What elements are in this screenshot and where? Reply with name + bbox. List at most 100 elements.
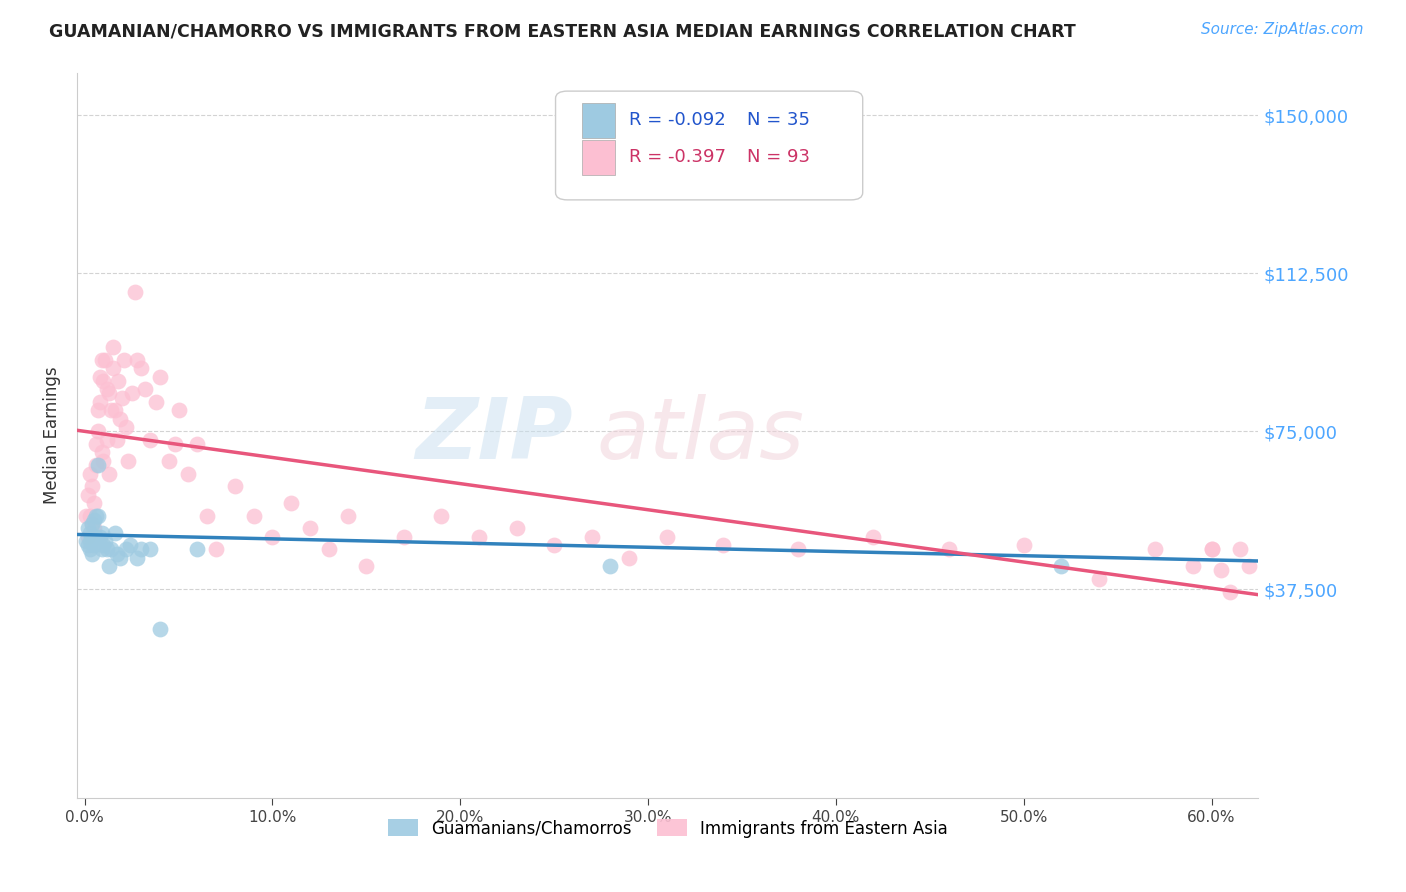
Immigrants from Eastern Asia (84, 437, 107, 451)
Guamanians/Chamorros (93, 538, 115, 552)
Immigrants from Eastern Asia (89, 369, 111, 384)
Immigrants from Eastern Asia (392, 530, 415, 544)
Immigrants from Eastern Asia (186, 437, 208, 451)
Guamanians/Chamorros (1050, 559, 1073, 574)
Immigrants from Eastern Asia (1257, 542, 1279, 557)
Guamanians/Chamorros (599, 559, 621, 574)
Immigrants from Eastern Asia (280, 496, 302, 510)
Guamanians/Chamorros (82, 517, 104, 532)
Immigrants from Eastern Asia (134, 382, 156, 396)
Immigrants from Eastern Asia (107, 374, 129, 388)
Immigrants from Eastern Asia (205, 542, 228, 557)
Text: Source: ZipAtlas.com: Source: ZipAtlas.com (1201, 22, 1364, 37)
Guamanians/Chamorros (79, 533, 101, 548)
Guamanians/Chamorros (84, 530, 107, 544)
Immigrants from Eastern Asia (83, 521, 105, 535)
Immigrants from Eastern Asia (468, 530, 491, 544)
Immigrants from Eastern Asia (105, 433, 128, 447)
Immigrants from Eastern Asia (318, 542, 340, 557)
Immigrants from Eastern Asia (139, 433, 162, 447)
Text: ZIP: ZIP (416, 394, 574, 477)
Bar (582, 140, 614, 175)
Immigrants from Eastern Asia (242, 508, 264, 523)
Guamanians/Chamorros (90, 542, 112, 557)
Immigrants from Eastern Asia (1209, 564, 1232, 578)
Immigrants from Eastern Asia (82, 517, 104, 532)
Immigrants from Eastern Asia (655, 530, 678, 544)
Guamanians/Chamorros (83, 538, 105, 552)
Immigrants from Eastern Asia (98, 386, 121, 401)
Guamanians/Chamorros (82, 530, 104, 544)
Guamanians/Chamorros (79, 542, 101, 557)
Immigrants from Eastern Asia (79, 508, 101, 523)
Immigrants from Eastern Asia (1285, 542, 1308, 557)
Immigrants from Eastern Asia (1088, 572, 1111, 586)
Immigrants from Eastern Asia (110, 411, 132, 425)
Immigrants from Eastern Asia (83, 496, 105, 510)
Immigrants from Eastern Asia (1275, 559, 1298, 574)
Y-axis label: Median Earnings: Median Earnings (44, 367, 60, 504)
Bar (582, 103, 614, 138)
Immigrants from Eastern Asia (298, 521, 321, 535)
Immigrants from Eastern Asia (163, 437, 186, 451)
Text: R = -0.092: R = -0.092 (628, 112, 725, 129)
Immigrants from Eastern Asia (87, 403, 110, 417)
Immigrants from Eastern Asia (77, 530, 100, 544)
Guamanians/Chamorros (76, 533, 98, 548)
Immigrants from Eastern Asia (1181, 559, 1204, 574)
Immigrants from Eastern Asia (938, 542, 960, 557)
Immigrants from Eastern Asia (787, 542, 810, 557)
Guamanians/Chamorros (104, 525, 127, 540)
Immigrants from Eastern Asia (619, 550, 641, 565)
Guamanians/Chamorros (96, 542, 118, 557)
Immigrants from Eastern Asia (862, 530, 884, 544)
Immigrants from Eastern Asia (93, 454, 115, 468)
Text: N = 93: N = 93 (747, 148, 810, 166)
Immigrants from Eastern Asia (195, 508, 218, 523)
Immigrants from Eastern Asia (1322, 572, 1344, 586)
Guamanians/Chamorros (139, 542, 162, 557)
Immigrants from Eastern Asia (76, 508, 98, 523)
Immigrants from Eastern Asia (543, 538, 565, 552)
Immigrants from Eastern Asia (1379, 542, 1402, 557)
Immigrants from Eastern Asia (90, 445, 112, 459)
FancyBboxPatch shape (555, 91, 863, 200)
Immigrants from Eastern Asia (1237, 559, 1260, 574)
Immigrants from Eastern Asia (124, 285, 146, 300)
Immigrants from Eastern Asia (157, 454, 180, 468)
Guamanians/Chamorros (186, 542, 208, 557)
Immigrants from Eastern Asia (1360, 542, 1382, 557)
Text: atlas: atlas (598, 394, 804, 477)
Immigrants from Eastern Asia (224, 479, 246, 493)
Immigrants from Eastern Asia (101, 361, 124, 376)
Guamanians/Chamorros (149, 623, 172, 637)
Immigrants from Eastern Asia (127, 352, 149, 367)
Immigrants from Eastern Asia (117, 454, 139, 468)
Immigrants from Eastern Asia (1201, 542, 1223, 557)
Immigrants from Eastern Asia (1369, 584, 1392, 599)
Immigrants from Eastern Asia (96, 382, 118, 396)
Guamanians/Chamorros (87, 508, 110, 523)
Guamanians/Chamorros (89, 530, 111, 544)
Immigrants from Eastern Asia (356, 559, 378, 574)
Guamanians/Chamorros (77, 521, 100, 535)
Guamanians/Chamorros (82, 547, 104, 561)
Immigrants from Eastern Asia (79, 467, 101, 481)
Immigrants from Eastern Asia (177, 467, 200, 481)
Immigrants from Eastern Asia (87, 425, 110, 439)
Guamanians/Chamorros (118, 538, 141, 552)
Immigrants from Eastern Asia (93, 374, 115, 388)
Immigrants from Eastern Asia (89, 394, 111, 409)
Guamanians/Chamorros (79, 525, 101, 540)
Immigrants from Eastern Asia (1219, 584, 1241, 599)
Text: GUAMANIAN/CHAMORRO VS IMMIGRANTS FROM EASTERN ASIA MEDIAN EARNINGS CORRELATION C: GUAMANIAN/CHAMORRO VS IMMIGRANTS FROM EA… (49, 22, 1076, 40)
Immigrants from Eastern Asia (581, 530, 603, 544)
Immigrants from Eastern Asia (1012, 538, 1035, 552)
Guamanians/Chamorros (94, 533, 117, 548)
Immigrants from Eastern Asia (129, 361, 152, 376)
Immigrants from Eastern Asia (84, 458, 107, 472)
Guamanians/Chamorros (105, 547, 128, 561)
Immigrants from Eastern Asia (1351, 580, 1374, 594)
Immigrants from Eastern Asia (77, 487, 100, 501)
Legend: Guamanians/Chamorros, Immigrants from Eastern Asia: Guamanians/Chamorros, Immigrants from Ea… (381, 813, 955, 844)
